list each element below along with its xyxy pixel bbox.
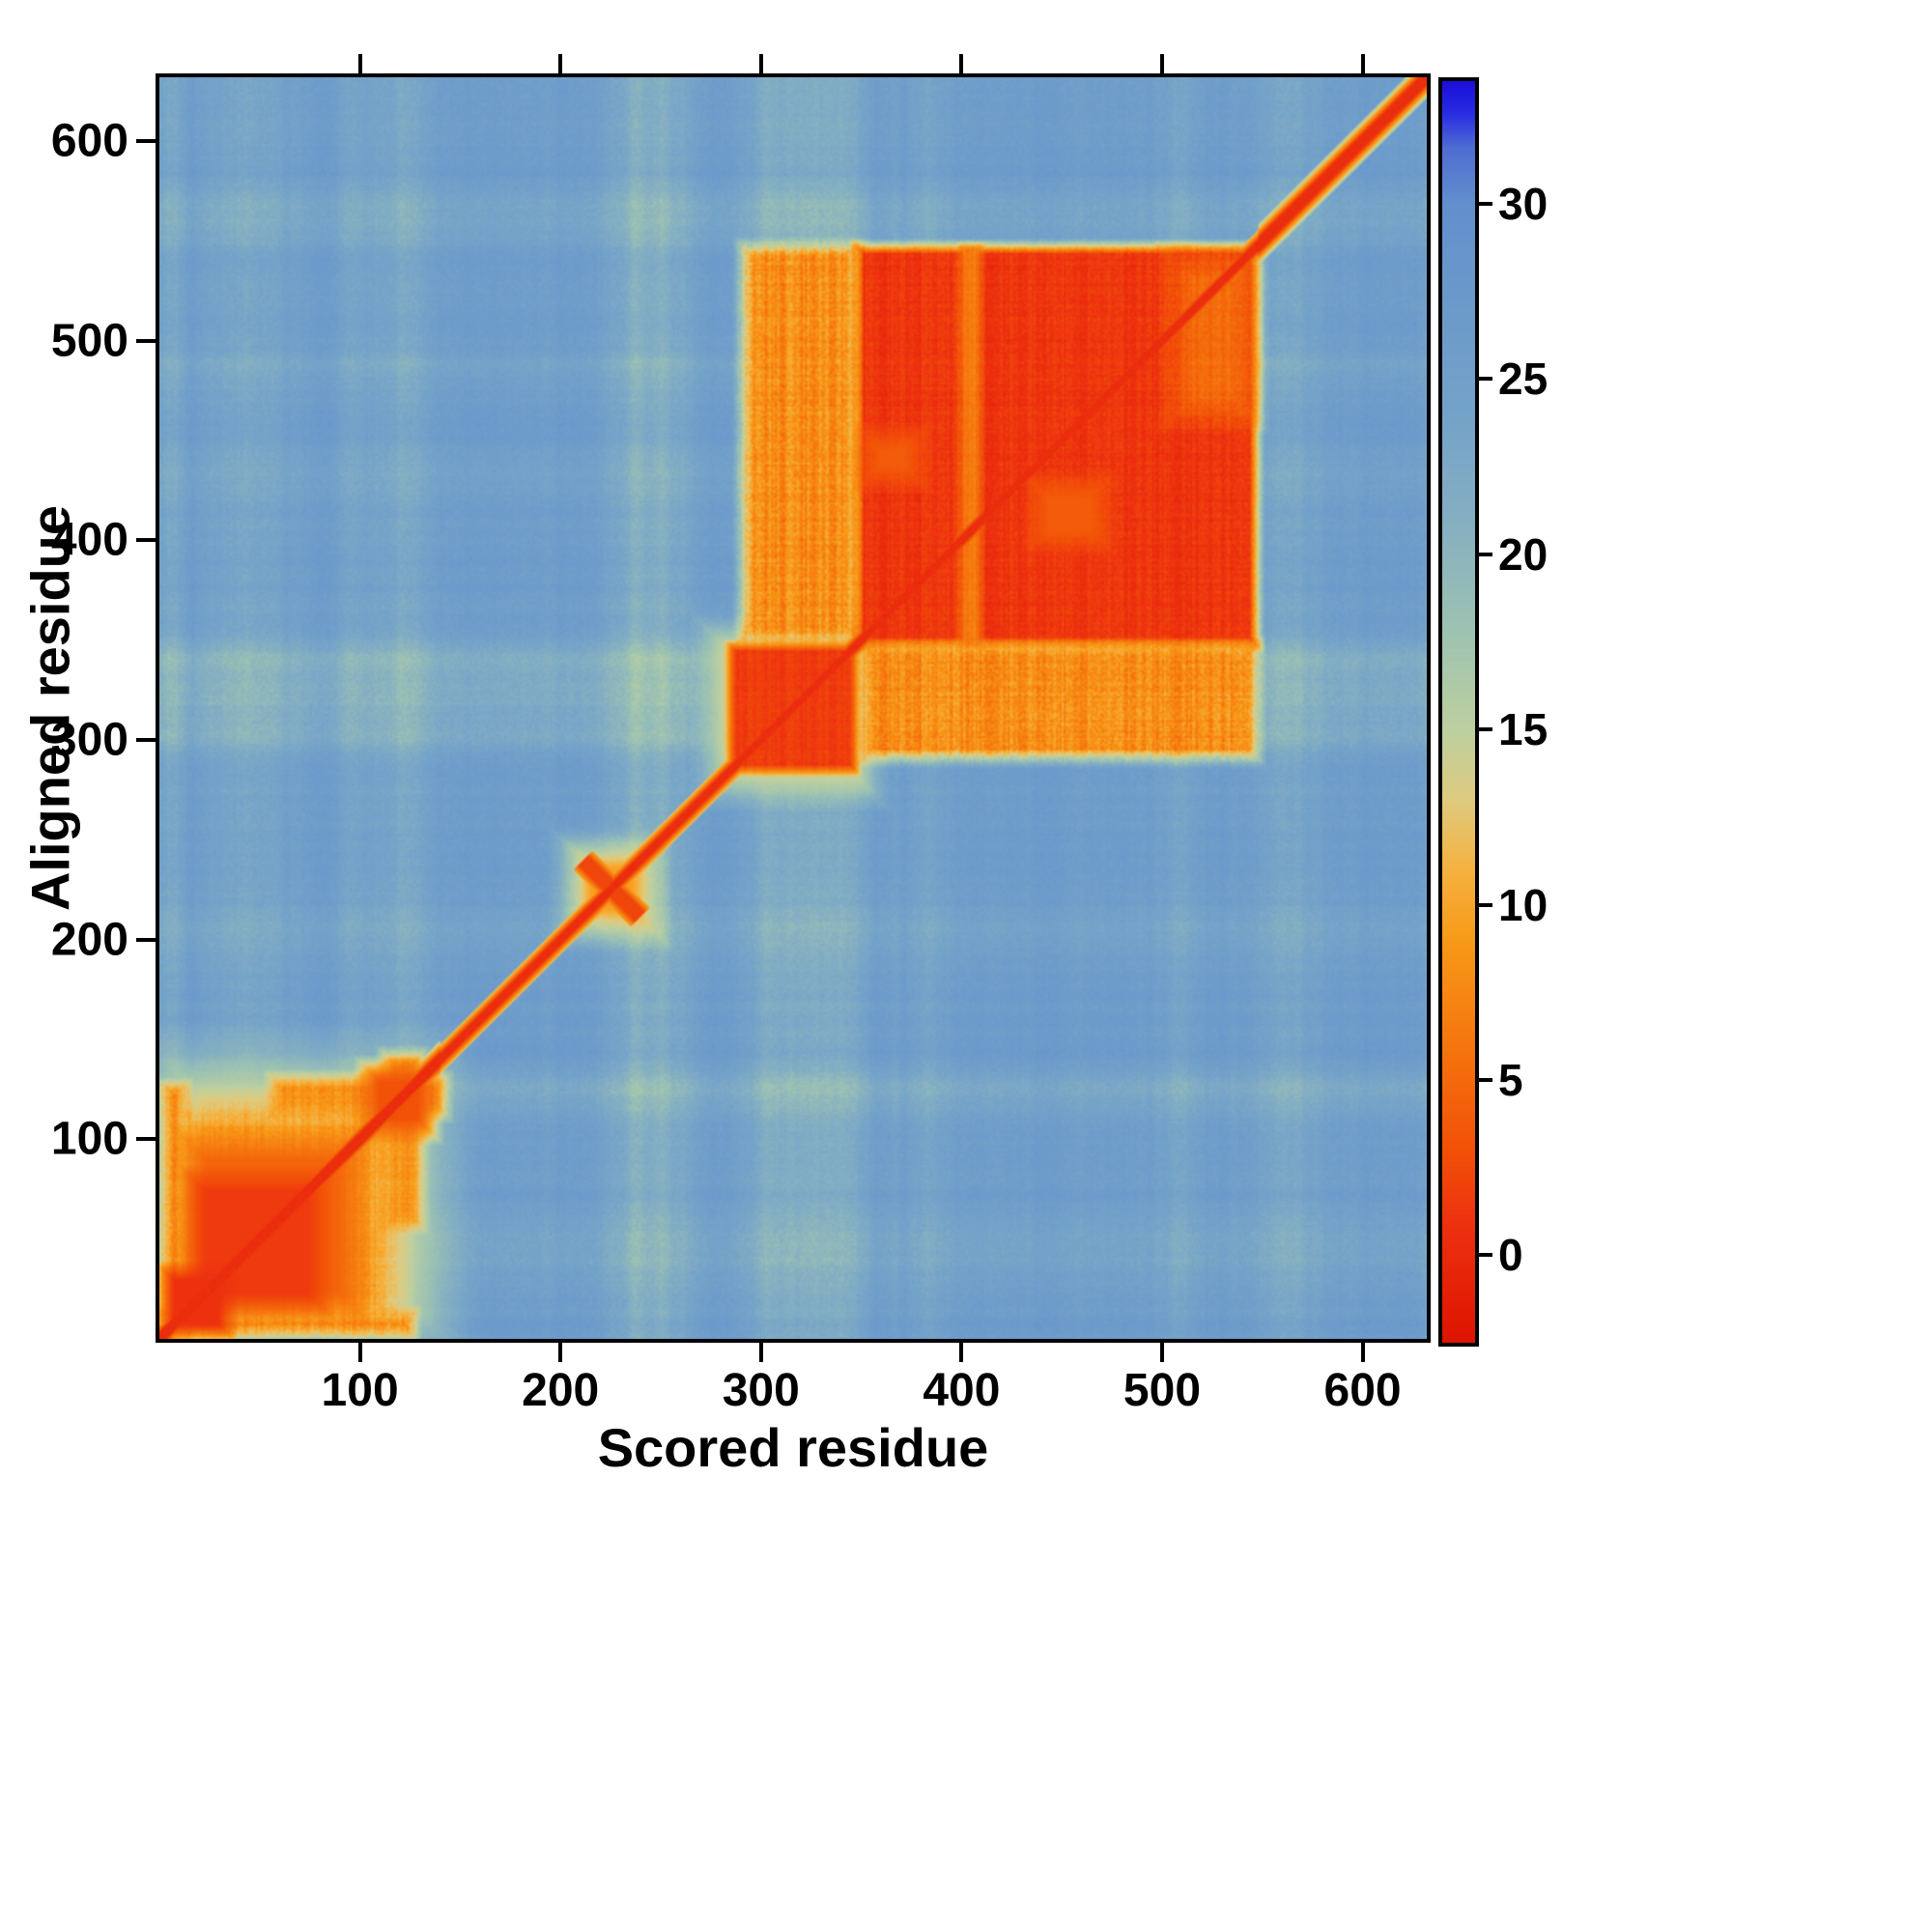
y-axis-tick	[136, 338, 156, 343]
y-axis-tick-label: 300	[50, 714, 128, 766]
heatmap-canvas	[159, 77, 1427, 1339]
colorbar: 0 5 10 15 20 25 30	[1438, 77, 1548, 1347]
colorbar-tick	[1479, 552, 1492, 556]
colorbar-tick-label: 5	[1498, 1054, 1523, 1105]
colorbar-tick	[1479, 902, 1492, 907]
colorbar-tick-label: 30	[1498, 178, 1548, 229]
colorbar-tick	[1479, 1253, 1492, 1258]
x-axis-tick	[758, 54, 763, 73]
x-axis-tick	[959, 54, 964, 73]
y-axis-tick-label: 200	[50, 914, 128, 966]
colorbar-tick-label: 0	[1498, 1230, 1523, 1281]
x-axis-tick	[558, 1343, 563, 1362]
x-axis-tick	[1360, 54, 1365, 73]
x-axis-tick	[959, 1343, 964, 1362]
y-axis-tick	[136, 937, 156, 942]
plot-area: 100 200 300 400 500 600 100 200 300 400 500 600	[51, 54, 1431, 1416]
colorbar-tick	[1479, 1077, 1492, 1082]
x-axis-tick-label: 100	[321, 1365, 399, 1416]
y-axis-tick-label: 400	[50, 514, 128, 566]
y-axis-tick-label: 600	[50, 115, 128, 167]
x-axis-title: Scored residue	[597, 1417, 989, 1478]
y-axis-tick	[136, 1137, 156, 1142]
colorbar-tick-label: 25	[1498, 354, 1548, 405]
x-axis-tick-label: 500	[1122, 1365, 1202, 1416]
x-axis-tick	[1360, 1343, 1365, 1362]
x-axis-tick	[1159, 1343, 1164, 1362]
x-axis-tick	[357, 1343, 362, 1362]
x-axis-tick	[558, 54, 563, 73]
colorbar-tick-label: 15	[1498, 704, 1548, 755]
colorbar-canvas	[1442, 81, 1475, 1343]
x-axis-tick-label: 600	[1323, 1365, 1402, 1416]
colorbar-tick-label: 20	[1498, 528, 1548, 580]
colorbar-tick	[1479, 727, 1492, 732]
colorbar-tick-label: 10	[1498, 879, 1548, 930]
y-axis-tick-label: 100	[50, 1113, 128, 1165]
y-axis-tick	[136, 738, 156, 743]
y-axis-tick	[136, 538, 156, 543]
y-axis-tick-label: 500	[50, 315, 128, 367]
x-axis-tick	[758, 1343, 763, 1362]
x-axis-tick	[357, 54, 362, 73]
colorbar-tick	[1479, 201, 1492, 206]
y-axis-title: Aligned residue	[19, 504, 81, 912]
x-axis-tick-label: 200	[522, 1365, 600, 1416]
x-axis-tick-label: 400	[923, 1365, 1001, 1416]
x-axis-tick-label: 300	[722, 1365, 800, 1416]
y-axis-tick	[136, 139, 156, 144]
colorbar-tick	[1479, 377, 1492, 382]
x-axis-tick	[1159, 54, 1164, 73]
